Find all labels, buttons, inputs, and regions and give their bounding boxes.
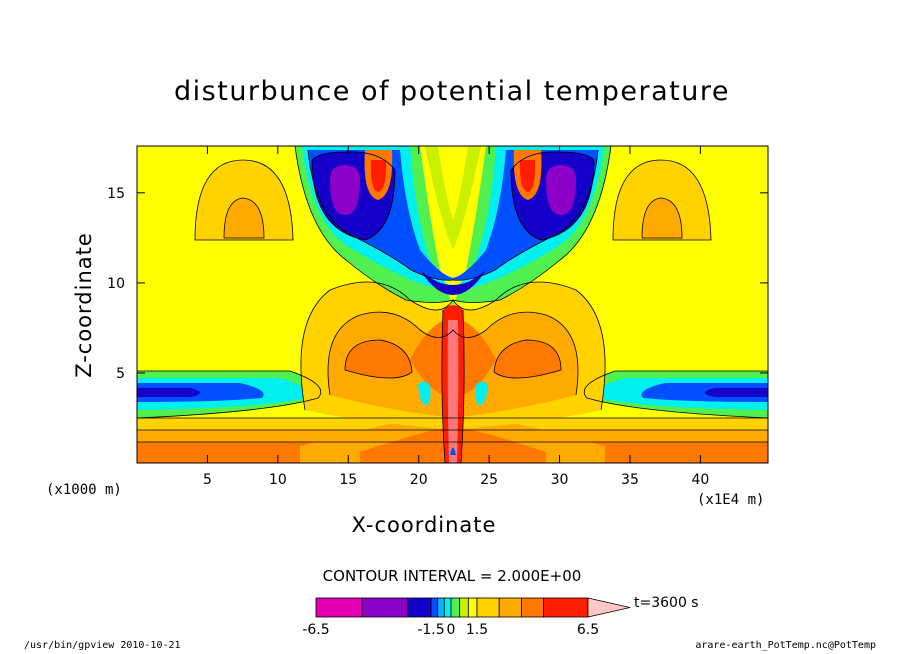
colorbar-segment: [459, 597, 469, 618]
colorbar-segment: [315, 597, 363, 618]
colorbar-segment: [450, 597, 461, 618]
footer-program-date: /usr/bin/gpview 2010-10-21: [24, 640, 181, 651]
x-tick-label: 40: [691, 472, 709, 488]
x-tick-label: 20: [410, 472, 428, 488]
time-label: t=3600 s: [634, 595, 699, 611]
colorbar-segment: [498, 597, 522, 618]
contour-interval-label: CONTOUR INTERVAL = 2.000E+00: [322, 567, 582, 585]
y-tick-label: 5: [116, 366, 125, 382]
footer-file-variable: arare-earth_PotTemp.nc@PotTemp: [695, 640, 876, 651]
colorbar-segment: [443, 597, 452, 618]
warm-domes-top: [195, 160, 711, 240]
colorbar-extension-arrow: [587, 597, 631, 618]
colorbar-tick-label: -6.5: [302, 622, 329, 638]
upper-warm-cores: [364, 146, 542, 250]
colorbar-tick-label: 0: [447, 622, 456, 638]
x-tick-label: 15: [339, 472, 357, 488]
colorbar-segment: [476, 597, 500, 618]
colorbar-segment: [521, 597, 545, 618]
colorbar-tick-label: 6.5: [577, 622, 599, 638]
colorbar-segment: [467, 597, 478, 618]
y-tick-label: 15: [107, 186, 125, 202]
x-tick-label: 30: [551, 472, 569, 488]
colorbar-segment: [437, 597, 445, 618]
x-scale-label: (x1E4 m): [697, 492, 765, 508]
x-unit-label: (x1000 m): [46, 482, 122, 498]
chart-title: disturbunce of potential temperature: [174, 76, 730, 107]
x-tick-label: 35: [621, 472, 639, 488]
colorbar-tick-label: 1.5: [466, 622, 488, 638]
y-tick-label: 10: [107, 276, 125, 292]
colorbar: -6.5 -1.5 0 1.5 6.5: [302, 597, 631, 638]
right-cold-band: [584, 371, 768, 418]
contour-lines: [137, 146, 768, 463]
left-cold-band: [137, 371, 321, 418]
x-axis-label: X-coordinate: [351, 513, 497, 537]
colorbar-segment: [407, 597, 432, 618]
x-tick-label: 10: [269, 472, 287, 488]
y-axis-ticks: 5 10 15: [107, 186, 768, 382]
central-column: [418, 305, 488, 463]
plot-area: [137, 146, 768, 463]
colorbar-segment: [543, 597, 589, 618]
colorbar-segment: [361, 597, 409, 618]
x-tick-label: 25: [480, 472, 498, 488]
colorbar-segment: [430, 597, 439, 618]
x-tick-label: 5: [203, 472, 212, 488]
x-axis-ticks: 5 10 15 20 25 30 35 40: [203, 146, 709, 488]
plot-frame: [136, 145, 769, 464]
colorbar-tick-label: -1.5: [417, 622, 444, 638]
